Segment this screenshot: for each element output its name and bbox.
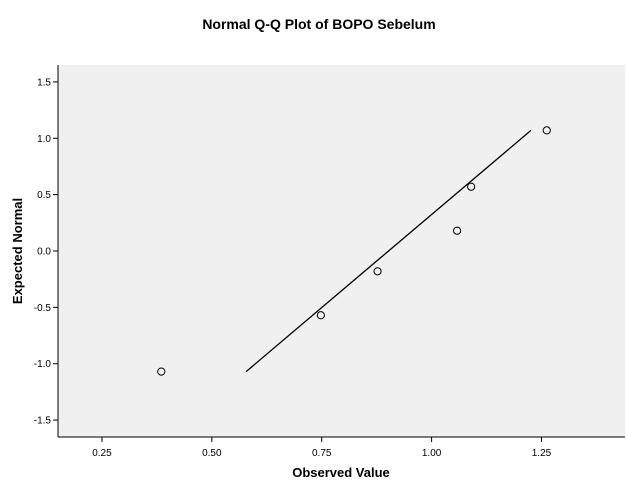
data-point xyxy=(316,311,325,320)
x-axis-label: Observed Value xyxy=(292,465,390,480)
x-tick-label: 0.25 xyxy=(92,448,112,459)
y-tick-label: 0.5 xyxy=(37,190,51,201)
x-tick-label: 0.75 xyxy=(312,448,332,459)
data-point xyxy=(542,126,551,135)
data-point xyxy=(373,267,382,276)
plot-area xyxy=(58,65,625,437)
chart-title: Normal Q-Q Plot of BOPO Sebelum xyxy=(202,16,435,32)
data-point xyxy=(452,226,462,235)
reference-line xyxy=(245,129,532,373)
data-series xyxy=(157,126,551,376)
y-tick-label: -1.0 xyxy=(34,359,52,370)
data-point xyxy=(467,182,476,191)
y-tick-label: 1.5 xyxy=(37,77,51,88)
y-tick-label: -1.5 xyxy=(34,416,52,427)
x-tick-label: 0.50 xyxy=(202,448,222,459)
y-axis: 1.5 1.0 0.5 0.0 -0.5 -1.0 -1.5 xyxy=(34,65,59,437)
data-point xyxy=(157,367,166,376)
y-tick-label: -0.5 xyxy=(34,303,52,314)
x-tick-label: 1.00 xyxy=(422,448,442,459)
y-tick-label: 1.0 xyxy=(37,134,51,145)
y-axis-label: Expected Normal xyxy=(10,198,25,304)
y-tick-label: 0.0 xyxy=(37,247,51,258)
x-tick-label: 1.25 xyxy=(532,448,552,459)
x-axis: 0.25 0.50 0.75 1.00 1.25 xyxy=(58,436,625,459)
